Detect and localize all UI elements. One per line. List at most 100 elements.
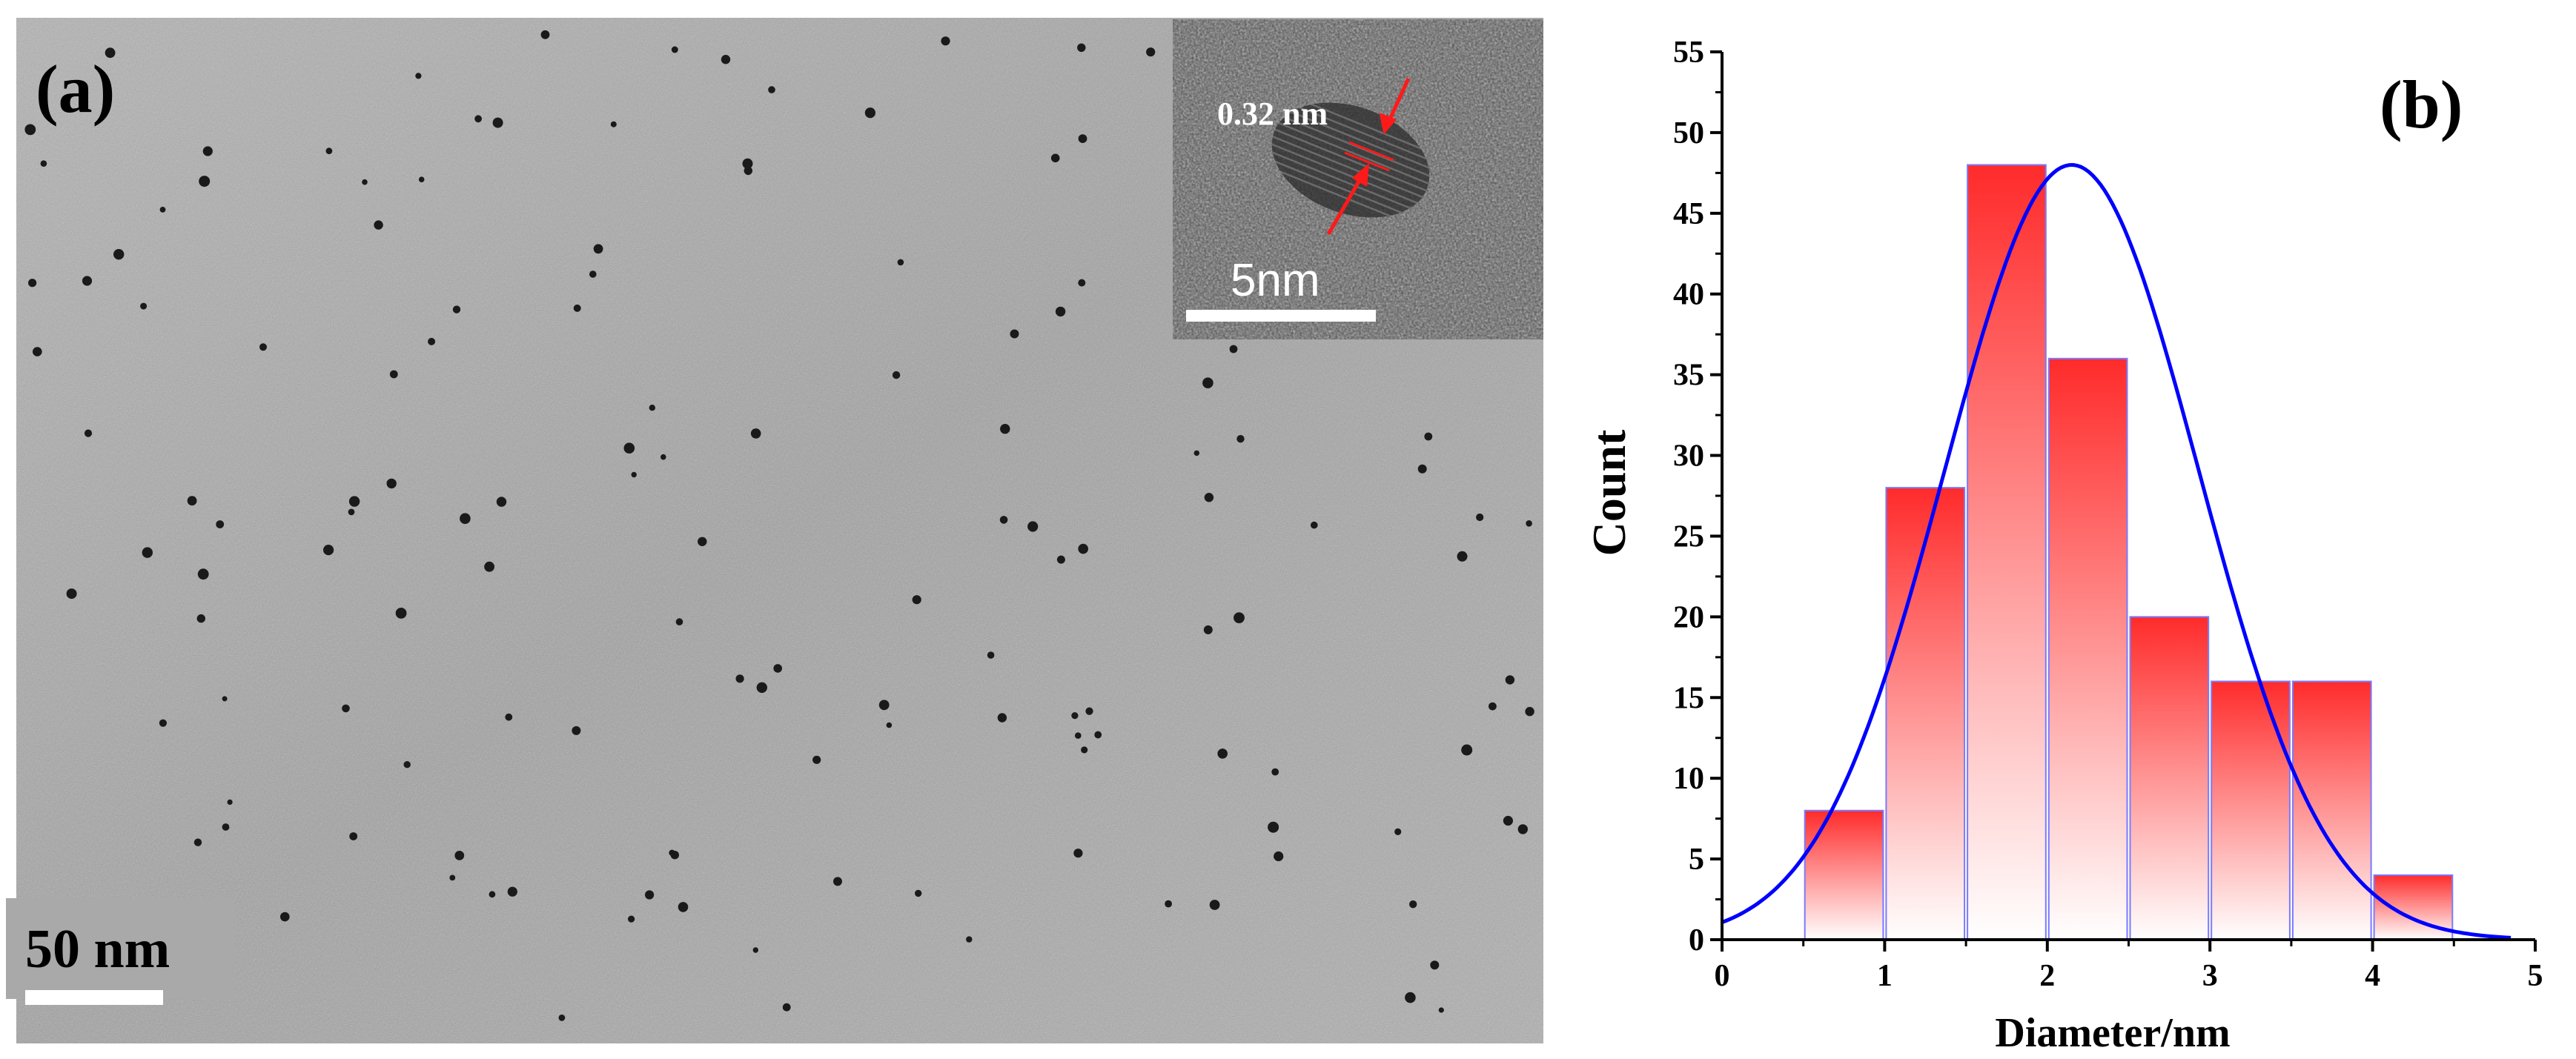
- nanoparticle-dot: [323, 545, 334, 556]
- nanoparticle-dot: [222, 696, 228, 702]
- y-tick-label: 10: [1673, 762, 1704, 796]
- nanoparticle-dot: [28, 279, 37, 288]
- inset-scale-bar: [1186, 310, 1376, 322]
- histogram-bar-1: [1804, 809, 1884, 941]
- y-tick-label: 35: [1673, 359, 1704, 393]
- nanoparticle-dot: [1271, 768, 1279, 776]
- nanoparticle-dot: [997, 713, 1007, 723]
- nanoparticle-dot: [202, 146, 213, 156]
- nanoparticle-dot: [40, 160, 47, 167]
- y-tick-label: 45: [1673, 197, 1704, 231]
- nanoparticle-dot: [649, 405, 655, 411]
- inset-scale-bar-label: 5nm: [1231, 255, 1320, 306]
- nanoparticle-dot: [507, 886, 517, 897]
- nanoparticle-dot: [193, 838, 202, 846]
- nanoparticle-dot: [750, 428, 761, 439]
- nanoparticle-dot: [1073, 849, 1083, 858]
- nanoparticle-dot: [1081, 746, 1088, 754]
- nanoparticle-dot: [496, 497, 507, 507]
- nanoparticle-dot: [1165, 900, 1172, 908]
- nanoparticle-dot: [489, 891, 496, 898]
- nanoparticle-dot: [623, 442, 635, 454]
- nanoparticle-dot: [484, 561, 494, 572]
- nanoparticle-dot: [912, 595, 921, 605]
- nanoparticle-dot: [886, 722, 893, 728]
- nanoparticle-dot: [572, 726, 581, 735]
- nanoparticle-dot: [610, 121, 617, 127]
- y-tick-label: 20: [1673, 600, 1704, 634]
- lattice-spacing-label: 0.32 nm: [1217, 96, 1328, 132]
- scale-bar-label: 50 nm: [25, 919, 170, 980]
- nanoparticle-dot: [418, 176, 425, 182]
- nanoparticle-dot: [1078, 134, 1087, 144]
- y-tick-label: 55: [1673, 36, 1704, 70]
- x-tick-label: 3: [2202, 959, 2218, 993]
- nanoparticle-dot: [812, 755, 821, 764]
- nanoparticle-dot: [864, 107, 875, 119]
- nanoparticle-dot: [1229, 345, 1238, 353]
- nanoparticle-dot: [1430, 960, 1440, 970]
- nanoparticle-dot: [196, 614, 205, 623]
- nanoparticle-dot: [1517, 824, 1528, 834]
- nanoparticle-dot: [428, 337, 436, 345]
- nanoparticle-dot: [1438, 1007, 1444, 1013]
- x-axis-label: Diameter/nm: [1995, 1010, 2230, 1056]
- nanoparticle-dot: [631, 471, 637, 478]
- nanoparticle-dot: [573, 304, 581, 312]
- nanoparticle-dot: [1075, 732, 1082, 739]
- lattice-arrows: [1326, 77, 1411, 236]
- nanoparticle-dot: [675, 618, 683, 625]
- nanoparticle-dot: [227, 799, 233, 805]
- nanoparticle-dot: [460, 513, 471, 524]
- nanoparticle-dot: [222, 823, 230, 831]
- nanoparticle-dot: [1203, 625, 1213, 634]
- nanoparticle-dot: [628, 915, 635, 923]
- nanoparticle-dot: [349, 832, 358, 840]
- nanoparticle-dot: [670, 851, 679, 860]
- nanoparticle-dot: [374, 220, 383, 230]
- nanoparticle-dot: [1077, 43, 1086, 52]
- nanoparticle-dot: [389, 370, 398, 379]
- nanoparticle-dot: [395, 608, 407, 619]
- nanoparticle-dot: [678, 902, 689, 912]
- nanoparticle-dot: [878, 700, 890, 711]
- nanoparticle-dot: [540, 30, 550, 39]
- nanoparticle-dot: [589, 270, 597, 278]
- nanoparticle-dot: [1274, 851, 1284, 862]
- nanoparticle-dot: [1094, 731, 1102, 739]
- nanoparticle-dot: [386, 478, 397, 489]
- nanoparticle-dot: [342, 704, 350, 713]
- y-tick-label: 15: [1673, 681, 1704, 715]
- y-tick-label: 0: [1689, 923, 1704, 957]
- nanoparticle-dot: [1409, 900, 1417, 909]
- histogram-bar-5: [2129, 616, 2210, 940]
- nanoparticle-dot: [1405, 992, 1416, 1003]
- nanoparticle-dot: [1505, 675, 1515, 685]
- nanoparticle-dot: [1027, 521, 1039, 532]
- nanoparticle-dot: [645, 890, 655, 900]
- gaussian-fit-curve: [1721, 162, 2512, 940]
- x-tick-label: 4: [2365, 959, 2380, 993]
- y-tick-label: 50: [1673, 116, 1704, 150]
- nanoparticle-dot: [348, 496, 360, 507]
- nanoparticle-dot: [1394, 828, 1402, 835]
- nanoparticle-dot: [1193, 450, 1200, 457]
- histogram-bar-3: [1967, 164, 2047, 940]
- y-axis-label: Count: [1583, 429, 1635, 556]
- nanoparticle-dot: [721, 55, 731, 64]
- nanoparticle-dot: [1236, 435, 1245, 443]
- nanoparticle-dot: [1078, 543, 1088, 554]
- nanoparticle-dot: [1476, 513, 1484, 522]
- nanoparticle-dot: [216, 520, 225, 528]
- nanoparticle-dot: [1000, 424, 1010, 434]
- histogram-bar-6: [2211, 680, 2291, 940]
- nanoparticle-dot: [1461, 744, 1473, 756]
- nanoparticle-dot: [33, 347, 42, 356]
- nanoparticle-dot: [1217, 748, 1228, 759]
- nanoparticle-dot: [113, 249, 125, 260]
- y-tick-label: 30: [1673, 439, 1704, 474]
- nanoparticle-dot: [1503, 815, 1513, 826]
- nanoparticle-dot: [742, 158, 753, 169]
- x-tick-label: 1: [1877, 959, 1893, 993]
